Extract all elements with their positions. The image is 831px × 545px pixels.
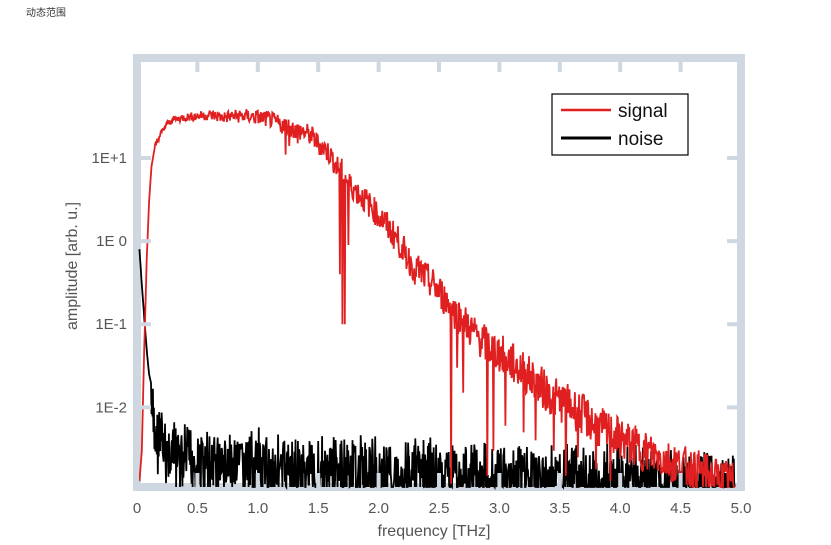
y-tick-label: 1E-1	[95, 316, 127, 333]
x-tick-label: 2.0	[368, 500, 389, 517]
x-tick-label: 0.5	[187, 500, 208, 517]
y-tick-label: 1E 0	[96, 233, 127, 250]
x-tick-label: 3.0	[489, 500, 510, 517]
legend-box	[551, 93, 689, 156]
tick-group: 0 0.5 1.0 1.5 2.0 2.5 3.0 3.5 4.0 4.5 5.0 1E+1 1E 0 1…	[92, 54, 752, 517]
x-tick-label: 4.0	[610, 500, 631, 517]
x-tick-label: 4.5	[670, 500, 691, 517]
x-tick-label: 0	[133, 500, 141, 517]
y-axis-label: amplitude [arb. u.]	[64, 202, 81, 330]
page-caption: 动态范围	[26, 8, 66, 19]
legend: signal noise	[551, 93, 689, 156]
legend-noise-label: noise	[618, 129, 663, 150]
y-tick-label: 1E+1	[92, 150, 127, 167]
legend-signal-label: signal	[618, 101, 668, 122]
x-axis-label: frequency [THz]	[378, 523, 491, 540]
y-tick-label: 1E-2	[95, 399, 127, 416]
series-signal-line	[138, 108, 735, 490]
x-tick-label: 1.5	[308, 500, 329, 517]
x-tick-label: 5.0	[731, 500, 752, 517]
x-tick-label: 2.5	[429, 500, 450, 517]
x-tick-label: 3.5	[549, 500, 570, 517]
series-group	[138, 108, 736, 491]
x-tick-label: 1.0	[247, 500, 268, 517]
